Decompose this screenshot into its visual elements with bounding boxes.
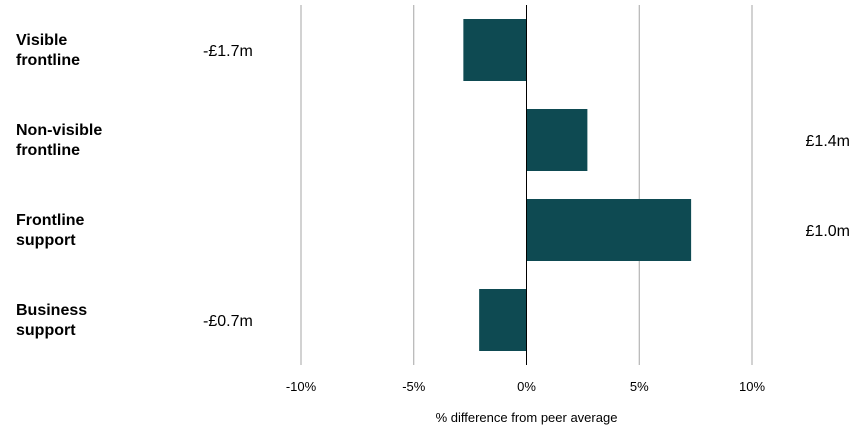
category-label: Visible frontline xyxy=(16,32,80,69)
bars xyxy=(463,19,691,351)
bar xyxy=(527,109,588,171)
data-label: £1.0m xyxy=(806,223,850,240)
data-label: £1.4m xyxy=(806,133,850,150)
category-labels: Visible frontline Non-visible frontline Fron… xyxy=(16,32,102,339)
x-tick-labels: -10% -5% 0% 5% 10% xyxy=(286,379,766,394)
bar xyxy=(463,19,526,81)
x-tick-label: 0% xyxy=(517,379,536,394)
x-tick-label: 5% xyxy=(630,379,649,394)
category-label: Frontline support xyxy=(16,212,85,249)
bar xyxy=(527,199,692,261)
x-tick-label: -5% xyxy=(402,379,426,394)
data-label: -£1.7m xyxy=(203,43,253,60)
bar xyxy=(479,289,526,351)
x-tick-label: 10% xyxy=(739,379,765,394)
x-axis-title: % difference from peer average xyxy=(436,410,618,425)
category-label: Business support xyxy=(16,302,87,339)
x-tick-label: -10% xyxy=(286,379,317,394)
data-label: -£0.7m xyxy=(203,313,253,330)
category-label: Non-visible frontline xyxy=(16,122,102,159)
